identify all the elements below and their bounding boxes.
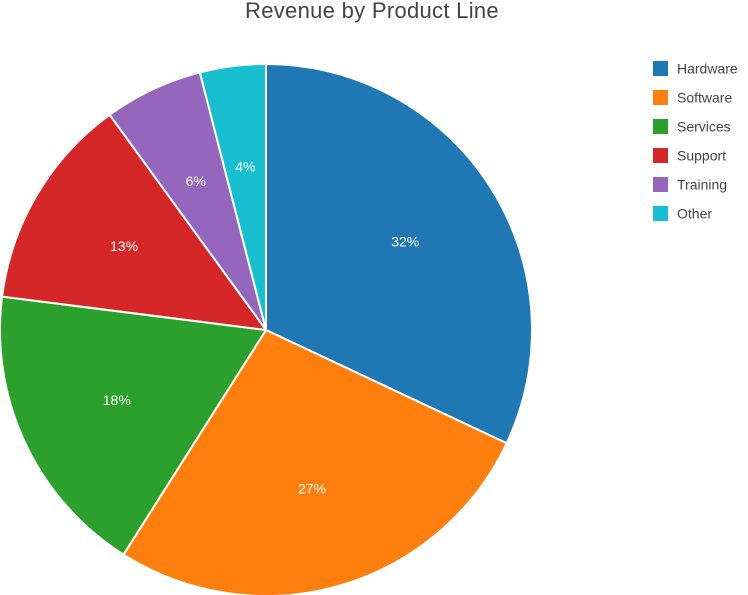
slice-label-training: 6% — [186, 173, 206, 189]
legend-label-training: Training — [677, 177, 727, 193]
legend-label-support: Support — [677, 148, 726, 164]
legend-swatch-training — [653, 177, 668, 192]
pie-slice-labels: 32% 27% 18% 13% 6% 4% — [103, 158, 420, 496]
legend-label-other: Other — [677, 206, 712, 222]
slice-label-services: 18% — [103, 392, 131, 408]
legend-swatch-support — [653, 148, 668, 163]
pie-slice-services — [0, 295, 267, 556]
pie-slice-software — [122, 329, 508, 595]
pie-slice-other — [198, 63, 267, 331]
pie-slice-hardware — [265, 63, 533, 445]
legend: Hardware Software Services Support Training O… — [653, 61, 738, 222]
legend-label-hardware: Hardware — [677, 61, 738, 77]
slice-label-software: 27% — [298, 480, 326, 496]
slice-label-hardware: 32% — [391, 234, 419, 250]
slice-label-support: 13% — [110, 238, 138, 254]
legend-label-services: Services — [677, 119, 731, 135]
pie-slices — [0, 63, 533, 595]
legend-swatch-hardware — [653, 61, 668, 76]
legend-label-software: Software — [677, 90, 732, 106]
legend-swatch-other — [653, 206, 668, 221]
legend-swatch-software — [653, 90, 668, 105]
slice-label-other: 4% — [235, 158, 255, 174]
legend-swatch-services — [653, 119, 668, 134]
pie-slice-support — [1, 113, 267, 331]
chart-title: Revenue by Product Line — [245, 0, 499, 23]
